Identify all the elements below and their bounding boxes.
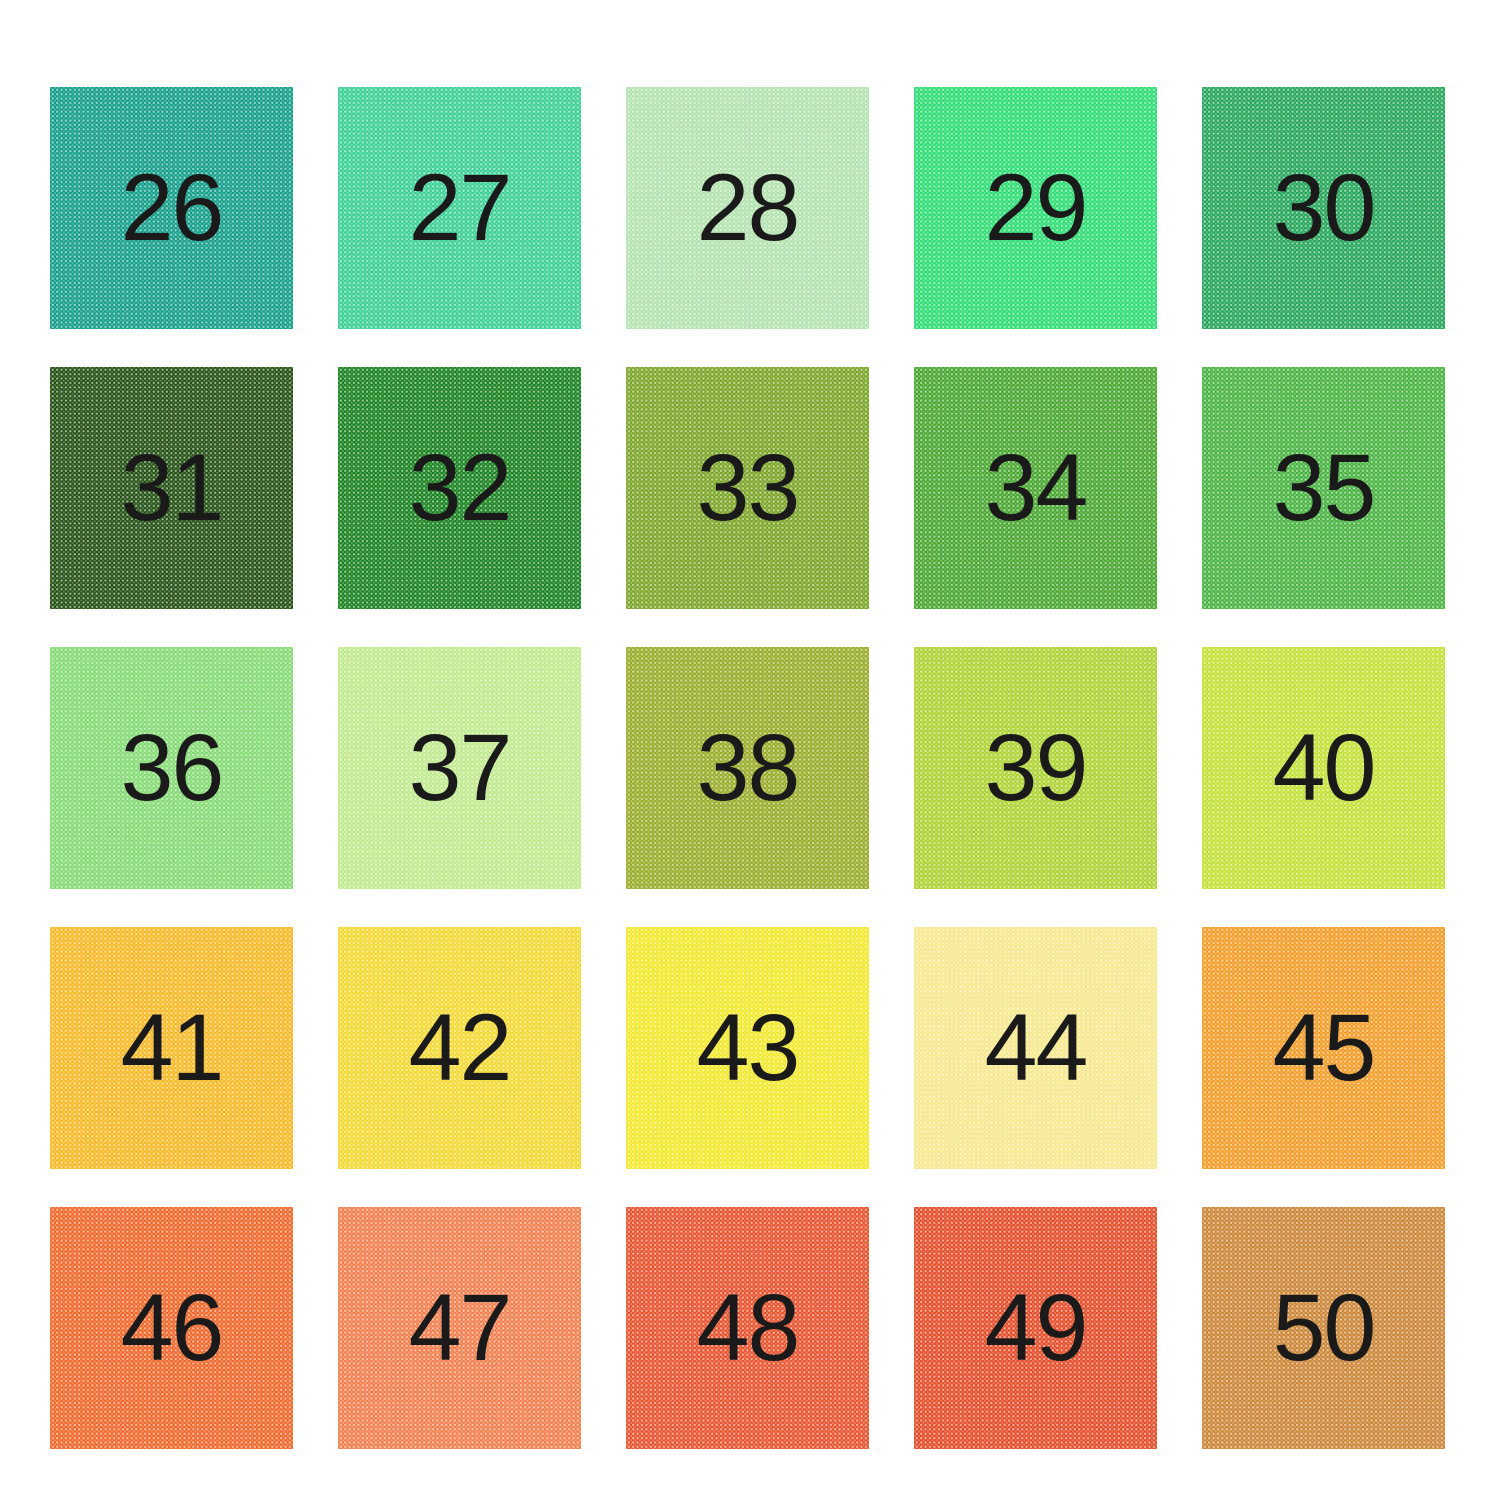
swatch-number-label: 43: [696, 994, 801, 1101]
swatch-number-label: 32: [408, 434, 513, 541]
swatch-number-label: 47: [408, 1274, 513, 1381]
color-swatch-48[interactable]: 48: [626, 1207, 869, 1449]
color-swatch-33[interactable]: 33: [626, 367, 869, 609]
swatch-number-label: 31: [120, 434, 225, 541]
swatch-number-label: 46: [120, 1274, 225, 1381]
swatch-number-label: 35: [1272, 434, 1377, 541]
swatch-number-label: 39: [984, 714, 1089, 821]
color-swatch-46[interactable]: 46: [50, 1207, 293, 1449]
color-swatch-41[interactable]: 41: [50, 927, 293, 1169]
color-swatch-31[interactable]: 31: [50, 367, 293, 609]
color-swatch-45[interactable]: 45: [1202, 927, 1445, 1169]
color-swatch-30[interactable]: 30: [1202, 87, 1445, 329]
color-swatch-43[interactable]: 43: [626, 927, 869, 1169]
swatch-number-label: 40: [1272, 714, 1377, 821]
swatch-number-label: 37: [408, 714, 513, 821]
color-swatch-44[interactable]: 44: [914, 927, 1157, 1169]
color-swatch-32[interactable]: 32: [338, 367, 581, 609]
color-swatch-29[interactable]: 29: [914, 87, 1157, 329]
swatch-number-label: 29: [984, 154, 1089, 261]
swatch-number-label: 33: [696, 434, 801, 541]
color-swatch-34[interactable]: 34: [914, 367, 1157, 609]
swatch-number-label: 36: [120, 714, 225, 821]
swatch-number-label: 28: [696, 154, 801, 261]
swatch-number-label: 45: [1272, 994, 1377, 1101]
swatch-number-label: 41: [120, 994, 225, 1101]
swatch-number-label: 27: [408, 154, 513, 261]
color-swatch-28[interactable]: 28: [626, 87, 869, 329]
color-swatch-26[interactable]: 26: [50, 87, 293, 329]
swatch-number-label: 26: [120, 154, 225, 261]
color-swatch-49[interactable]: 49: [914, 1207, 1157, 1449]
color-swatch-27[interactable]: 27: [338, 87, 581, 329]
swatch-number-label: 44: [984, 994, 1089, 1101]
color-swatch-38[interactable]: 38: [626, 647, 869, 889]
swatch-number-label: 50: [1272, 1274, 1377, 1381]
swatch-number-label: 30: [1272, 154, 1377, 261]
color-swatch-35[interactable]: 35: [1202, 367, 1445, 609]
swatch-number-label: 48: [696, 1274, 801, 1381]
swatch-number-label: 34: [984, 434, 1089, 541]
color-swatch-50[interactable]: 50: [1202, 1207, 1445, 1449]
swatch-number-label: 49: [984, 1274, 1089, 1381]
color-swatch-42[interactable]: 42: [338, 927, 581, 1169]
color-swatch-40[interactable]: 40: [1202, 647, 1445, 889]
swatch-number-label: 42: [408, 994, 513, 1101]
color-swatch-36[interactable]: 36: [50, 647, 293, 889]
swatch-number-label: 38: [696, 714, 801, 821]
color-swatch-47[interactable]: 47: [338, 1207, 581, 1449]
color-swatch-37[interactable]: 37: [338, 647, 581, 889]
color-swatch-39[interactable]: 39: [914, 647, 1157, 889]
